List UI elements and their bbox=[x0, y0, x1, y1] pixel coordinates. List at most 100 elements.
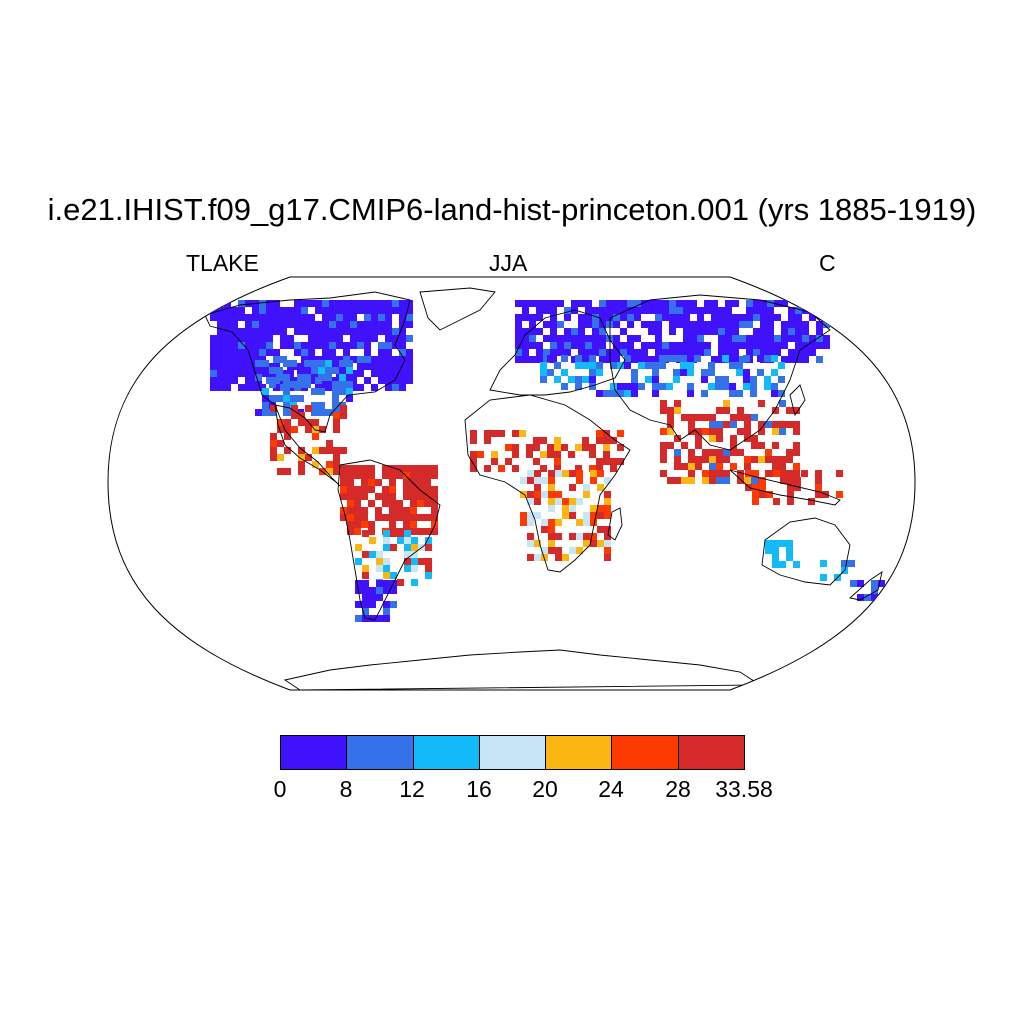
grid-cell-sahel bbox=[540, 437, 547, 444]
grid-cell-europe-north-russia bbox=[536, 328, 543, 335]
grid-cell-mexico-central-america bbox=[284, 447, 291, 454]
grid-cell-europe-north-russia bbox=[620, 342, 627, 349]
grid-cell-russia-south bbox=[610, 390, 617, 397]
grid-cell-europe-north-russia bbox=[571, 335, 578, 342]
grid-cell-europe-north-russia bbox=[753, 342, 760, 349]
grid-cell-russia-south bbox=[589, 383, 596, 390]
grid-cell-mexico-central-america bbox=[298, 419, 305, 426]
grid-cell-europe-north-russia bbox=[704, 300, 711, 307]
grid-cell-canada-north bbox=[252, 356, 259, 363]
grid-cell-russia-south bbox=[764, 376, 771, 383]
grid-cell-patagonia bbox=[390, 587, 397, 594]
grid-cell-europe-north-russia bbox=[529, 335, 536, 342]
grid-cell-canada-north bbox=[238, 356, 245, 363]
grid-cell-canada-north bbox=[392, 300, 399, 307]
grid-cell-india-southeast-asia bbox=[716, 477, 723, 484]
grid-cell-mexico-central-america bbox=[298, 468, 305, 475]
grid-cell-india-southeast-asia bbox=[667, 407, 674, 414]
grid-cell-canada-north bbox=[350, 335, 357, 342]
grid-cell-canada-north bbox=[308, 314, 315, 321]
grid-cell-europe-north-russia bbox=[592, 342, 599, 349]
grid-cell-europe-north-russia bbox=[753, 300, 760, 307]
grid-cell-europe-north-russia bbox=[676, 349, 683, 356]
grid-cell-canada-north bbox=[322, 342, 329, 349]
grid-cell-russia-south bbox=[757, 369, 764, 376]
grid-cell-indonesia bbox=[766, 491, 773, 498]
grid-cell-africa-central bbox=[548, 505, 555, 512]
grid-cell-europe-north-russia bbox=[669, 300, 676, 307]
grid-cell-canada-north bbox=[399, 349, 406, 356]
grid-cell-usa-east bbox=[311, 402, 318, 409]
grid-cell-canada-north bbox=[371, 335, 378, 342]
grid-cell-indonesia bbox=[752, 470, 759, 477]
grid-cell-europe-north-russia bbox=[599, 342, 606, 349]
grid-cell-russia-south bbox=[610, 383, 617, 390]
grid-cell-canada-north bbox=[210, 300, 217, 307]
grid-cell-mexico-central-america bbox=[312, 419, 319, 426]
grid-cell-south-america-south bbox=[362, 551, 369, 558]
grid-cell-usa-east bbox=[283, 374, 290, 381]
grid-cell-amazon bbox=[347, 472, 354, 479]
grid-cell-canada-north bbox=[280, 321, 287, 328]
grid-cell-europe-north-russia bbox=[816, 342, 823, 349]
grid-cell-amazon bbox=[368, 521, 375, 528]
grid-cell-mexico-central-america bbox=[333, 426, 340, 433]
grid-cell-canada-north bbox=[357, 300, 364, 307]
grid-cell-canada-north bbox=[224, 349, 231, 356]
grid-cell-amazon bbox=[382, 493, 389, 500]
grid-cell-sahel bbox=[540, 451, 547, 458]
grid-cell-africa-central bbox=[576, 498, 583, 505]
grid-cell-africa-central bbox=[569, 512, 576, 519]
grid-cell-africa-central bbox=[583, 540, 590, 547]
grid-cell-canada-north bbox=[406, 370, 413, 377]
grid-cell-europe-north-russia bbox=[515, 342, 522, 349]
grid-cell-amazon bbox=[361, 479, 368, 486]
grid-cell-mexico-central-america bbox=[305, 426, 312, 433]
grid-cell-mexico-central-america bbox=[284, 419, 291, 426]
grid-cell-canada-north bbox=[385, 377, 392, 384]
grid-cell-india-southeast-asia bbox=[779, 456, 786, 463]
grid-cell-amazon bbox=[410, 514, 417, 521]
grid-cell-amazon bbox=[389, 507, 396, 514]
grid-cell-canada-north bbox=[350, 342, 357, 349]
grid-cell-russia-south bbox=[736, 390, 743, 397]
grid-cell-europe-north-russia bbox=[536, 356, 543, 363]
grid-cell-africa-central bbox=[541, 547, 548, 554]
grid-cell-canada-north bbox=[329, 349, 336, 356]
grid-cell-indonesia bbox=[787, 484, 794, 491]
grid-cell-russia-south bbox=[589, 355, 596, 362]
grid-cell-india-southeast-asia bbox=[730, 435, 737, 442]
grid-cell-usa-east bbox=[290, 360, 297, 367]
grid-cell-amazon bbox=[382, 465, 389, 472]
grid-cell-mexico-central-america bbox=[277, 454, 284, 461]
grid-cell-europe-north-russia bbox=[795, 356, 802, 363]
grid-cell-india-southeast-asia bbox=[667, 428, 674, 435]
grid-cell-amazon bbox=[403, 486, 410, 493]
grid-cell-europe-north-russia bbox=[627, 300, 634, 307]
grid-cell-canada-north bbox=[343, 328, 350, 335]
grid-cell-africa-central bbox=[534, 491, 541, 498]
grid-cell-sahel bbox=[554, 451, 561, 458]
grid-cell-india-southeast-asia bbox=[674, 407, 681, 414]
grid-cell-canada-north bbox=[231, 307, 238, 314]
grid-cell-europe-north-russia bbox=[669, 307, 676, 314]
grid-cell-usa-east bbox=[346, 395, 353, 402]
grid-cell-indonesia bbox=[836, 470, 843, 477]
grid-cell-sahel bbox=[596, 465, 603, 472]
grid-cell-india-southeast-asia bbox=[674, 449, 681, 456]
grid-cell-europe-north-russia bbox=[816, 335, 823, 342]
grid-cell-russia-south bbox=[631, 383, 638, 390]
grid-cell-europe-north-russia bbox=[795, 307, 802, 314]
grid-cell-europe-north-russia bbox=[816, 328, 823, 335]
grid-cell-south-america-south bbox=[425, 537, 432, 544]
grid-cell-indonesia bbox=[815, 477, 822, 484]
grid-cell-indonesia bbox=[794, 484, 801, 491]
grid-cell-europe-north-russia bbox=[613, 321, 620, 328]
grid-cell-canada-north bbox=[259, 384, 266, 391]
grid-cell-canada-north bbox=[210, 335, 217, 342]
grid-cell-europe-north-russia bbox=[683, 342, 690, 349]
grid-cell-europe-north-russia bbox=[627, 349, 634, 356]
grid-cell-europe-north-russia bbox=[634, 314, 641, 321]
grid-cell-canada-north bbox=[329, 307, 336, 314]
grid-cell-canada-north bbox=[357, 363, 364, 370]
